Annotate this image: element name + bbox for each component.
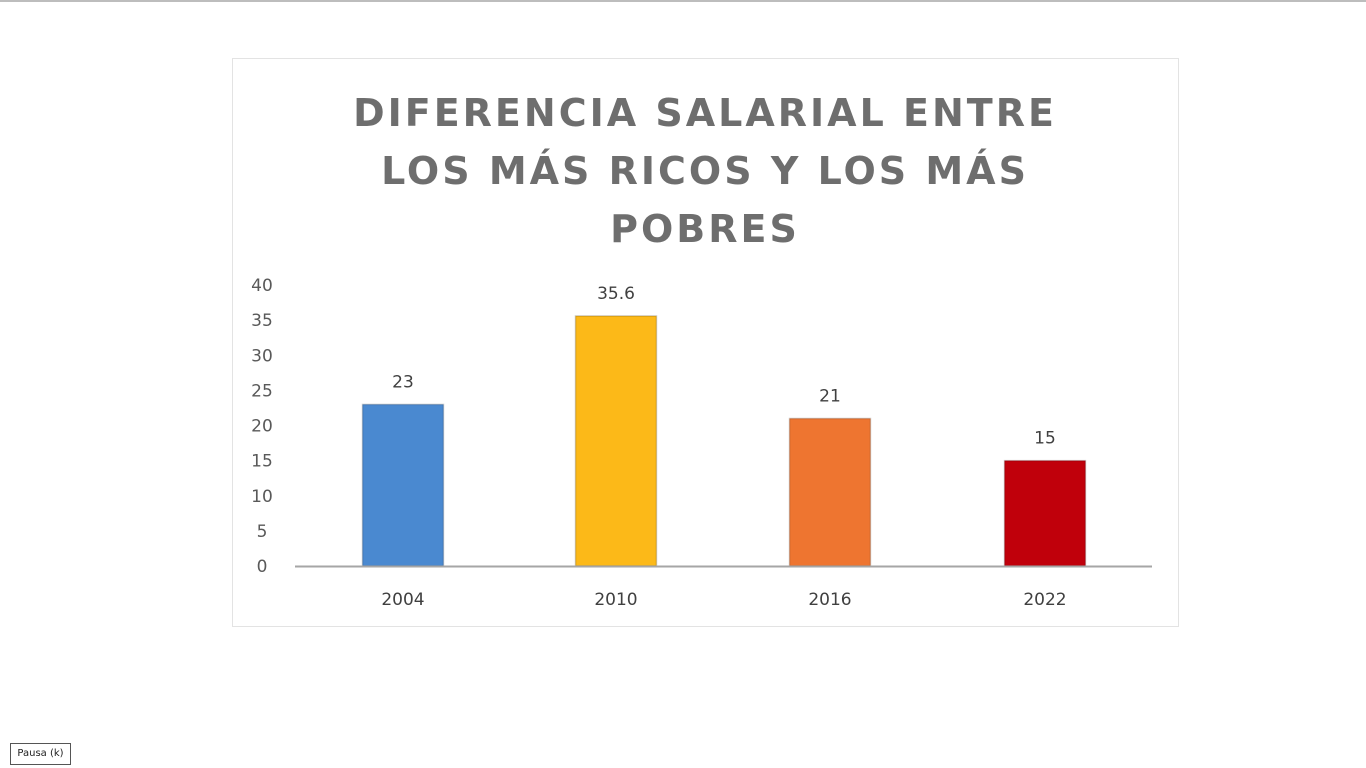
chart-title-line-1: DIFERENCIA SALARIAL ENTRE — [353, 91, 1057, 135]
bar-2022 — [1003, 459, 1087, 567]
pause-shortcut-hint[interactable]: Pausa (k) — [10, 743, 71, 765]
data-label: 15 — [1034, 429, 1056, 449]
x-tick-label: 2004 — [381, 590, 424, 610]
y-tick-label: 25 — [251, 381, 273, 401]
x-tick-label: 2016 — [808, 590, 851, 610]
data-label: 21 — [819, 386, 841, 406]
y-tick-label: 20 — [251, 417, 273, 437]
y-tick-label: 35 — [251, 311, 273, 331]
bar-2010 — [574, 315, 658, 567]
bar-2016 — [788, 417, 872, 567]
x-tick-label: 2010 — [594, 590, 637, 610]
chart-title-line-3: POBRES — [610, 207, 800, 251]
y-tick-label: 0 — [257, 557, 268, 577]
chart-title-line-2: LOS MÁS RICOS Y LOS MÁS — [381, 149, 1029, 193]
y-tick-label: 5 — [257, 522, 268, 542]
x-tick-label: 2022 — [1023, 590, 1066, 610]
chart-title: DIFERENCIA SALARIAL ENTRE LOS MÁS RICOS … — [0, 84, 1366, 258]
data-label: 23 — [392, 372, 414, 392]
top-border — [0, 0, 1366, 2]
bar-2004 — [361, 403, 445, 567]
data-label: 35.6 — [597, 284, 635, 304]
y-tick-label: 40 — [251, 276, 273, 296]
y-tick-label: 15 — [251, 452, 273, 472]
y-tick-label: 30 — [251, 346, 273, 366]
y-tick-label: 10 — [251, 487, 273, 507]
